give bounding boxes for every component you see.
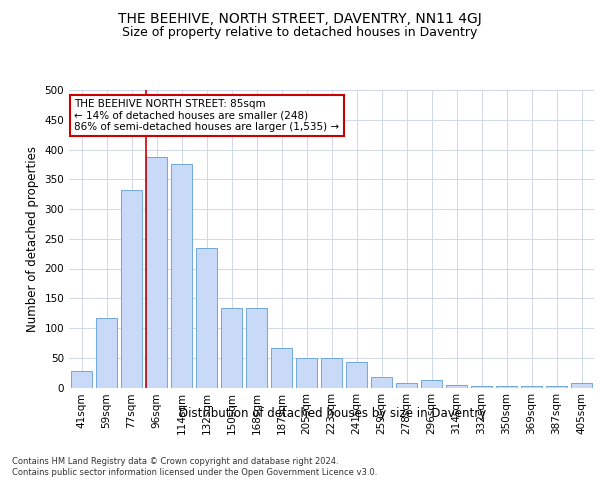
Bar — [246, 308, 267, 388]
Text: Size of property relative to detached houses in Daventry: Size of property relative to detached ho… — [122, 26, 478, 39]
Bar — [71, 372, 92, 388]
Text: THE BEEHIVE NORTH STREET: 85sqm
← 14% of detached houses are smaller (248)
86% o: THE BEEHIVE NORTH STREET: 85sqm ← 14% of… — [74, 99, 340, 132]
Bar — [521, 386, 542, 388]
Bar — [571, 384, 592, 388]
Bar — [171, 164, 192, 388]
Bar — [121, 190, 142, 388]
Bar — [271, 348, 292, 388]
Bar — [146, 157, 167, 388]
Bar — [421, 380, 442, 388]
Bar — [396, 382, 417, 388]
Bar — [321, 358, 342, 388]
Bar — [446, 384, 467, 388]
Y-axis label: Number of detached properties: Number of detached properties — [26, 146, 39, 332]
Text: Contains HM Land Registry data © Crown copyright and database right 2024.
Contai: Contains HM Land Registry data © Crown c… — [12, 458, 377, 477]
Bar — [371, 378, 392, 388]
Bar — [221, 308, 242, 388]
Text: Distribution of detached houses by size in Daventry: Distribution of detached houses by size … — [179, 408, 487, 420]
Bar — [496, 386, 517, 388]
Bar — [346, 362, 367, 388]
Bar — [296, 358, 317, 388]
Text: THE BEEHIVE, NORTH STREET, DAVENTRY, NN11 4GJ: THE BEEHIVE, NORTH STREET, DAVENTRY, NN1… — [118, 12, 482, 26]
Bar — [546, 386, 567, 388]
Bar — [471, 386, 492, 388]
Bar — [96, 318, 117, 388]
Bar — [196, 248, 217, 388]
